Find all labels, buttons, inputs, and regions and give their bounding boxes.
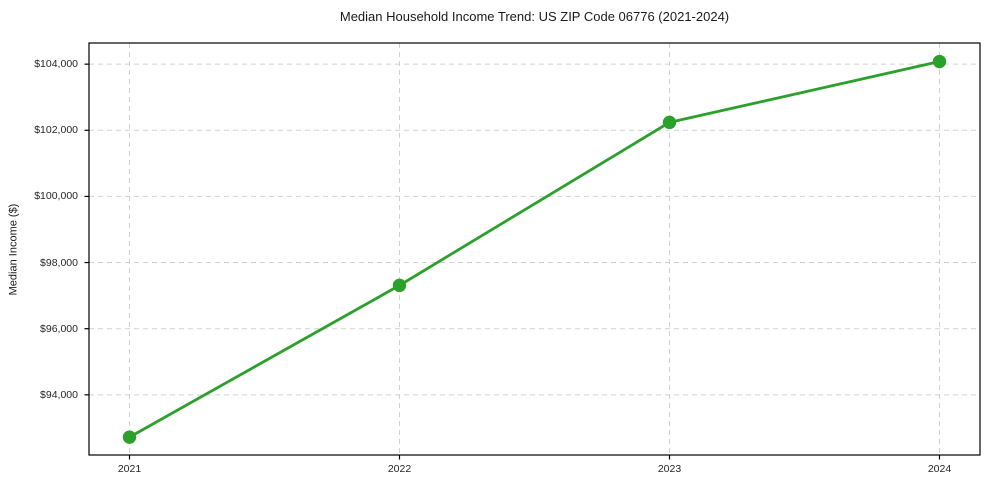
y-tick-label: $100,000 — [34, 190, 78, 203]
y-tick-label: $96,000 — [40, 322, 78, 335]
x-tick-label: 2023 — [657, 463, 682, 475]
chart-title: Median Household Income Trend: US ZIP Co… — [339, 9, 730, 24]
y-tick-label: $104,000 — [34, 58, 78, 71]
trend-line — [128, 60, 941, 439]
data-point — [662, 115, 677, 130]
data-point — [392, 278, 407, 293]
x-tick-label: 2021 — [117, 463, 142, 475]
plot-border — [88, 42, 981, 456]
y-tick-label: $98,000 — [40, 256, 78, 269]
x-tick-label: 2024 — [927, 463, 952, 475]
y-tick-label: $102,000 — [34, 124, 78, 137]
x-tick-label: 2022 — [387, 463, 412, 475]
y-tick-label: $94,000 — [40, 388, 78, 401]
data-point — [122, 430, 137, 444]
data-point — [932, 54, 947, 69]
